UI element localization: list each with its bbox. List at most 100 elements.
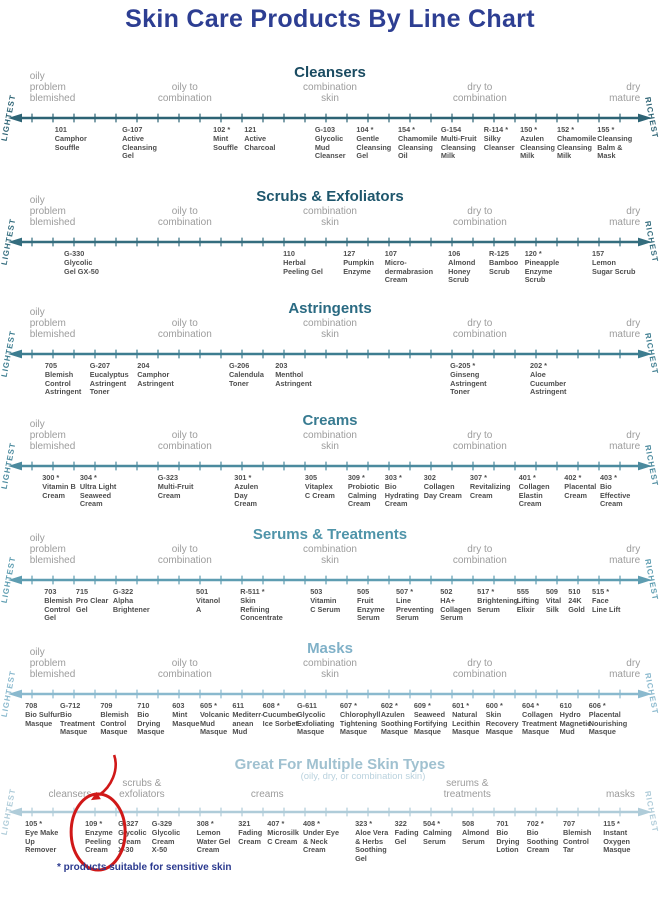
product-entry: 602 * Azulen Soothing Masque <box>380 701 413 737</box>
product-entry: 110 Herbal Peeling Gel <box>283 249 323 276</box>
product-code: 115 * <box>603 819 620 828</box>
product-entry: 408 * Under Eye & Neck Cream <box>302 819 340 855</box>
product-code: 104 * <box>356 125 374 134</box>
product-code: G-103 <box>314 125 336 134</box>
product-code: 110 <box>283 249 295 258</box>
product-entry: 403 * Bio Effective Cream <box>599 473 631 509</box>
product-code: 401 * <box>518 473 536 482</box>
tick-marks <box>31 349 621 359</box>
product-code: 701 <box>496 819 509 828</box>
section-title: Masks <box>307 640 353 657</box>
product-entry: 308 * Lemon Water Gel Cream <box>196 819 231 855</box>
product-entry: 611 Mediterr-anean Mud <box>232 701 264 737</box>
section-title: Serums & Treatments <box>252 526 408 543</box>
skin-zone-label: dry mature <box>609 82 641 104</box>
product-entry: 604 * Collagen Treatment Masque <box>522 701 557 737</box>
product-entry: 102 * Mint Souffle <box>213 125 238 152</box>
product-entry: 517 * Brightening Serum <box>477 587 519 614</box>
product-code: 402 * <box>564 473 582 482</box>
product-entry: G-329 Glycolic Cream X-50 <box>151 819 181 855</box>
product-entry: G-323 Multi-Fruit Cream <box>157 473 194 500</box>
left-arrowhead-icon <box>8 575 22 585</box>
product-code: 403 * <box>599 473 617 482</box>
product-entry: 710 Bio Drying Masque <box>137 701 165 737</box>
skin-zone-label: oily to combination <box>157 82 212 104</box>
skin-zone-label: dry mature <box>609 544 641 566</box>
product-code: 508 <box>462 819 475 828</box>
product-entry: 508 Almond Serum <box>462 819 490 846</box>
product-entry: G-154 Multi-Fruit Cleansing Milk <box>440 125 477 161</box>
tick-marks <box>31 575 621 585</box>
product-entry: 507 * Line Preventing Serum <box>396 587 434 623</box>
product-entry: 323 * Aloe Vera & Herbs Soothing Gel <box>355 819 389 864</box>
skin-zone-label: dry mature <box>609 318 641 340</box>
product-code: 603 <box>172 701 185 710</box>
product-code: 101 <box>54 125 67 134</box>
section-row-masks: Masks oily problem blemished oily to combinat… <box>0 638 660 760</box>
product-code: 604 * <box>522 701 540 710</box>
product-entry: G-330 Glycolic Gel GX-50 <box>64 249 99 276</box>
product-code: 107 <box>384 249 397 258</box>
product-code: 602 * <box>380 701 398 710</box>
product-code: G-329 <box>151 819 173 828</box>
skin-zone-label: oily problem blemished <box>29 307 76 340</box>
skin-zone-label: dry to combination <box>452 544 507 566</box>
product-code: 301 * <box>234 473 252 482</box>
product-code: G-107 <box>122 125 143 134</box>
product-entry: 115 * Instant Oxygen Masque <box>603 819 631 855</box>
product-code: G-154 <box>440 125 462 134</box>
product-code: 600 * <box>485 701 503 710</box>
product-entry: G-327 Glycolic Cream X-30 <box>118 819 147 855</box>
axis-arrow <box>8 113 652 123</box>
product-entry: 203 Menthol Astringent <box>275 361 312 388</box>
skin-zone-label: creams <box>250 789 284 800</box>
product-entry: 605 * Volcanic Mud Masque <box>199 701 230 737</box>
product-code: G-611 <box>297 701 317 710</box>
skin-zone-label: dry mature <box>609 658 641 680</box>
product-entry: 104 * Gentle Cleansing Gel <box>356 125 392 161</box>
product-entry: 703 Blemish Control Gel <box>44 587 73 623</box>
product-entry: G-107 Active Cleansing Gel <box>122 125 157 161</box>
right-arrowhead-icon <box>638 349 652 359</box>
axis-arrow <box>8 807 652 817</box>
product-code: 710 <box>137 701 150 710</box>
tick-marks <box>31 237 621 247</box>
product-code: 504 * <box>423 819 441 828</box>
right-arrowhead-icon <box>638 237 652 247</box>
product-code: R-125 <box>489 249 509 258</box>
product-code: 302 <box>423 473 436 482</box>
product-entry: 609 * Seaweed Fortifying Masque <box>413 701 448 737</box>
red-arrow-icon <box>98 754 117 797</box>
product-entry: 106 Almond Honey Scrub <box>448 249 476 285</box>
product-code: 607 * <box>339 701 357 710</box>
left-arrowhead-icon <box>8 349 22 359</box>
product-code: 708 <box>25 701 38 710</box>
skin-zone-label: oily to combination <box>157 318 212 340</box>
skin-zone-label: dry to combination <box>452 318 507 340</box>
product-entry: G-322 Alpha Brightener <box>112 587 150 614</box>
product-entry: 701 Bio Drying Lotion <box>496 819 520 855</box>
product-entry: G-207 Eucalyptus Astringent Toner <box>89 361 129 397</box>
product-entry: R-511 * Skin Refining Concentrate <box>240 587 283 623</box>
product-entry: 157 Lemon Sugar Scrub <box>592 249 636 276</box>
product-entry: 120 * Pineapple Enzyme Scrub <box>524 249 560 285</box>
product-code: 703 <box>44 587 57 596</box>
product-entry: 705 Blemish Control Astringent <box>44 361 82 397</box>
red-arrowhead-icon <box>90 791 101 801</box>
product-entry: 601 * Natural Lecithin Masque <box>452 701 481 737</box>
product-entry: 150 * Azulen Cleansing Milk <box>520 125 555 161</box>
product-entry: 322 Fading Gel <box>394 819 419 846</box>
section-title: Scrubs & Exfoliators <box>256 188 404 205</box>
product-entry: 302 Collagen Day Cream <box>423 473 462 500</box>
product-code: 308 * <box>196 819 214 828</box>
product-entry: 401 * Collagen Elastin Cream <box>518 473 550 509</box>
product-entry: 510 24K Gold <box>568 587 585 614</box>
product-code: 127 <box>343 249 356 258</box>
product-code: 407 * <box>267 819 285 828</box>
page-title: Skin Care Products By Line Chart <box>125 5 535 33</box>
product-entry: 709 Blemish Control Masque <box>100 701 129 737</box>
product-code: 150 * <box>520 125 538 134</box>
product-entry: 715 Pro Clear Gel <box>75 587 109 614</box>
product-entry: 105 * Eye Make Up Remover <box>25 819 59 855</box>
product-entry: 407 * Microsilk C Cream <box>267 819 299 846</box>
